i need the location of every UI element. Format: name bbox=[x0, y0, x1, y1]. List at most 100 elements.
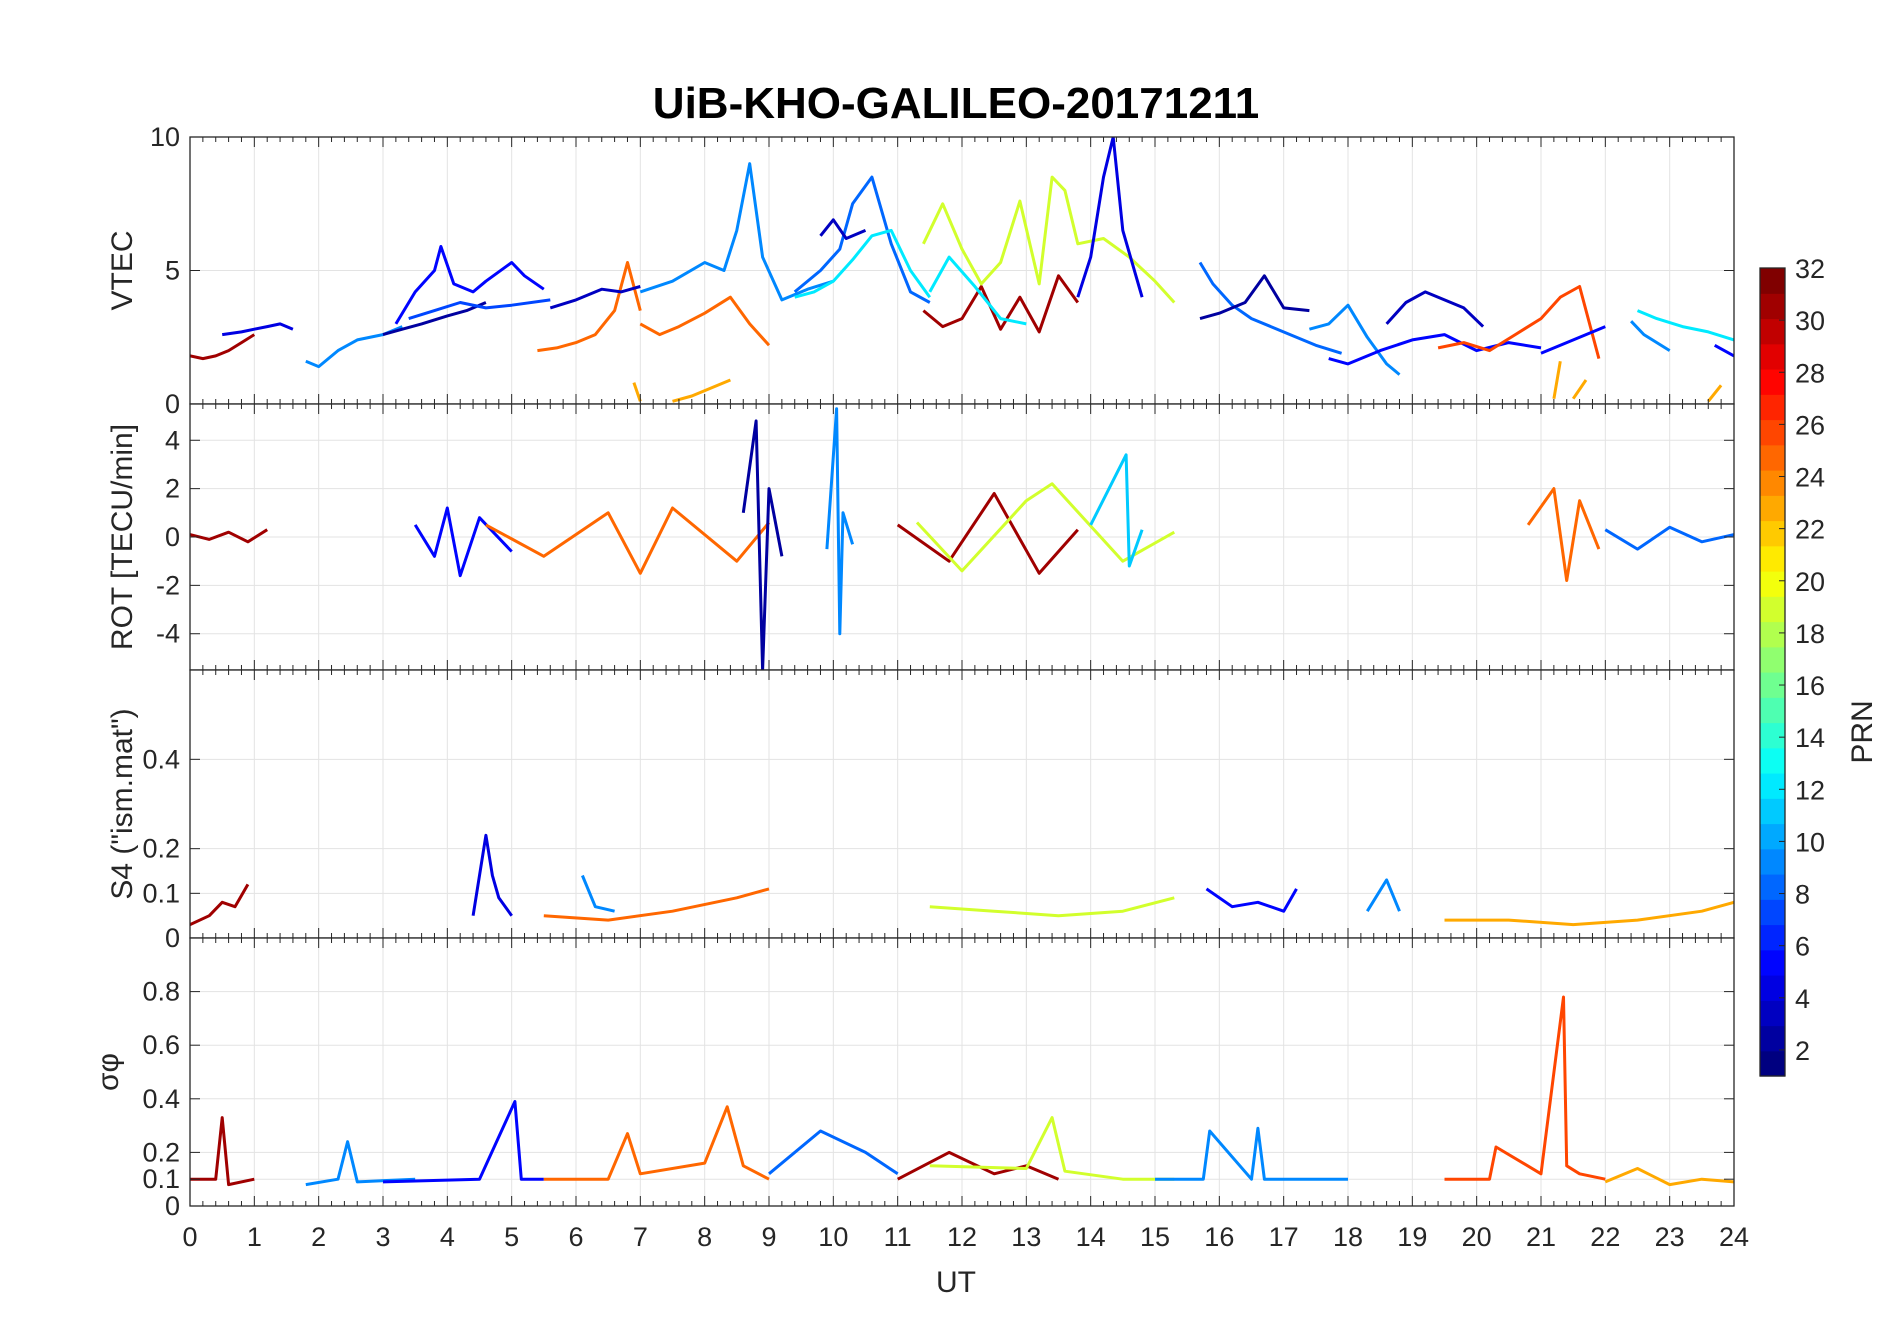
colorbar-segment bbox=[1760, 596, 1785, 623]
series-line-prn-31 bbox=[190, 1116, 255, 1187]
series-line-prn-3 bbox=[819, 218, 867, 240]
x-tick-label: 17 bbox=[1269, 1222, 1299, 1252]
panel-s4: 0 0.1 0.2 0.4S4 ("ism.mat") bbox=[106, 669, 1735, 953]
colorbar-tick-label: 12 bbox=[1795, 775, 1825, 805]
colorbar-segment bbox=[1760, 798, 1785, 825]
y-axis-label: VTEC bbox=[106, 230, 139, 310]
panel-rot: -4 -2 0 2 4 ROT [TECU/min] bbox=[106, 403, 1735, 671]
series-line-prn-9 bbox=[581, 874, 615, 913]
series-line-prn-9 bbox=[825, 407, 855, 636]
colorbar-segment bbox=[1760, 293, 1785, 320]
y-tick-label: 10 bbox=[150, 122, 180, 152]
colorbar-segment bbox=[1760, 747, 1785, 774]
x-tick-label: 0 bbox=[182, 1222, 197, 1252]
series-line-prn-19 bbox=[922, 175, 1176, 304]
colorbar-segment bbox=[1760, 848, 1785, 875]
panel-vtec: 0 5 10 VTEC bbox=[106, 122, 1735, 419]
y-tick-label: 0 bbox=[165, 1191, 180, 1221]
colorbar-segment bbox=[1760, 874, 1785, 900]
colorbar-tick-label: 16 bbox=[1795, 671, 1825, 701]
colorbar-tick-label: 28 bbox=[1795, 358, 1825, 388]
colorbar-label: PRN bbox=[1846, 700, 1879, 763]
series-line-prn-25 bbox=[543, 1105, 770, 1181]
colorbar-segment bbox=[1760, 571, 1785, 597]
y-tick-label: 0.4 bbox=[142, 744, 180, 774]
series-group bbox=[190, 995, 1734, 1187]
series-line-prn-31 bbox=[190, 883, 250, 926]
x-tick-label: 15 bbox=[1140, 1222, 1170, 1252]
series-line-prn-9 bbox=[1630, 320, 1671, 352]
x-tick-label: 5 bbox=[504, 1222, 519, 1252]
series-line-prn-12 bbox=[928, 255, 1027, 326]
y-tick-label: 2 bbox=[165, 474, 180, 504]
colorbar-segment bbox=[1760, 949, 1785, 976]
series-line-prn-25 bbox=[485, 506, 771, 575]
x-tick-label: 23 bbox=[1655, 1222, 1685, 1252]
colorbar-tick-label: 6 bbox=[1795, 932, 1810, 962]
x-tick-label: 19 bbox=[1397, 1222, 1427, 1252]
series-line-prn-12 bbox=[1636, 309, 1734, 342]
series-line-prn-23 bbox=[1604, 1167, 1734, 1187]
colorbar-segment bbox=[1760, 444, 1785, 471]
series-line-prn-23 bbox=[632, 382, 642, 402]
series-line-prn-9 bbox=[1309, 303, 1401, 376]
x-tick-label: 12 bbox=[947, 1222, 977, 1252]
y-tick-label: -2 bbox=[156, 570, 180, 600]
colorbar-segment bbox=[1760, 773, 1785, 799]
x-axis-label: UT bbox=[936, 1266, 976, 1299]
colorbar-segment bbox=[1760, 975, 1785, 1001]
series-line-prn-23 bbox=[1571, 379, 1588, 400]
x-tick-label: 11 bbox=[884, 1222, 912, 1252]
colorbar-segment bbox=[1760, 621, 1785, 648]
series-group bbox=[190, 833, 1734, 927]
colorbar-segment bbox=[1760, 394, 1785, 421]
y-tick-label: 0.2 bbox=[142, 1137, 180, 1167]
series-line-prn-25 bbox=[537, 261, 642, 353]
series-line-prn-5 bbox=[394, 245, 545, 325]
colorbar-tick-label: 32 bbox=[1795, 254, 1825, 284]
series-line-prn-4 bbox=[221, 322, 294, 337]
x-tick-label: 1 bbox=[247, 1222, 262, 1252]
colorbar-segment bbox=[1760, 697, 1785, 724]
chart-title: UiB-KHO-GALILEO-20171211 bbox=[653, 79, 1259, 128]
y-tick-label: 0 bbox=[165, 389, 180, 419]
series-line-prn-2 bbox=[382, 301, 487, 337]
colorbar-tick-label: 30 bbox=[1795, 306, 1825, 336]
y-tick-label: 0.1 bbox=[142, 878, 180, 908]
x-tick-label: 3 bbox=[375, 1222, 390, 1252]
colorbar-tick-label: 20 bbox=[1795, 567, 1825, 597]
series-line-prn-3 bbox=[1385, 290, 1485, 328]
y-axis-label: S4 ("ism.mat") bbox=[106, 708, 139, 899]
x-tick-label: 18 bbox=[1333, 1222, 1363, 1252]
colorbar-segment bbox=[1760, 545, 1785, 572]
series-line-prn-5 bbox=[1540, 325, 1606, 355]
y-tick-label: 0.6 bbox=[142, 1030, 180, 1060]
x-tick-label: 9 bbox=[761, 1222, 776, 1252]
colorbar-segment bbox=[1760, 520, 1785, 547]
series-line-prn-2 bbox=[741, 419, 784, 670]
colorbar-segment bbox=[1760, 495, 1785, 522]
series-line-prn-23 bbox=[1444, 900, 1734, 927]
series-line-prn-31 bbox=[190, 333, 256, 361]
series-line-prn-8 bbox=[768, 1129, 899, 1176]
x-tick-label: 20 bbox=[1462, 1222, 1492, 1252]
colorbar-segment bbox=[1760, 646, 1785, 673]
series-line-prn-23 bbox=[1552, 361, 1562, 399]
colorbar-frame bbox=[1759, 267, 1786, 1077]
colorbar-segment bbox=[1760, 470, 1785, 496]
colorbar-segment bbox=[1760, 419, 1785, 446]
colorbar-tick-label: 10 bbox=[1795, 827, 1825, 857]
series-line-prn-19 bbox=[929, 896, 1175, 918]
x-tick-label: 8 bbox=[697, 1222, 712, 1252]
series-line-prn-25 bbox=[1526, 487, 1601, 582]
y-tick-label: -4 bbox=[156, 619, 180, 649]
x-tick-label: 13 bbox=[1011, 1222, 1041, 1252]
series-line-prn-9 bbox=[1366, 878, 1401, 912]
series-line-prn-25 bbox=[639, 295, 771, 347]
series-line-prn-5 bbox=[382, 1100, 544, 1184]
x-tick-label: 24 bbox=[1719, 1222, 1749, 1252]
series-line-prn-9 bbox=[1155, 1126, 1348, 1181]
